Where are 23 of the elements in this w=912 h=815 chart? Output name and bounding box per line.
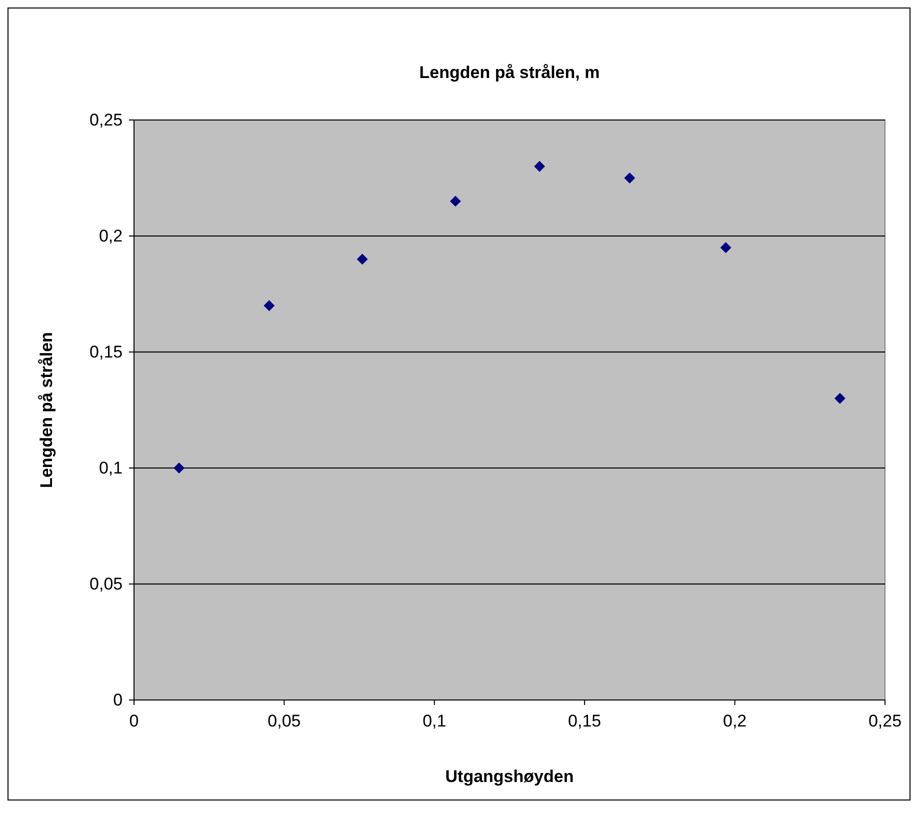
x-axis-title: Utgangshøyden bbox=[445, 767, 574, 786]
point bbox=[534, 160, 546, 172]
x-tick-label: 0,15 bbox=[568, 712, 602, 731]
point bbox=[450, 196, 461, 207]
y-tick-label: 0,15 bbox=[90, 342, 123, 362]
x-tick-label: 0 bbox=[129, 712, 139, 731]
y-tick-label: 0,1 bbox=[98, 458, 123, 478]
point bbox=[356, 254, 368, 265]
y-tick-label: 0,2 bbox=[98, 226, 123, 246]
point bbox=[264, 300, 275, 312]
x-tick-label: 0,2 bbox=[722, 712, 747, 731]
y-tick-label: 0 bbox=[113, 690, 123, 710]
chart-title: Lengden på strålen, m bbox=[419, 63, 600, 82]
point bbox=[174, 462, 185, 474]
y-tick-label: 0,05 bbox=[90, 574, 123, 594]
x-tick-label: 0,05 bbox=[268, 712, 301, 731]
point bbox=[720, 242, 732, 254]
y-tick-label: 0,25 bbox=[90, 110, 123, 130]
y-axis-title: Lengden på strålen bbox=[37, 332, 56, 488]
x-tick-label: 0,25 bbox=[868, 712, 902, 731]
x-tick-label: 0,1 bbox=[422, 712, 446, 731]
point bbox=[624, 172, 636, 184]
point bbox=[834, 392, 846, 404]
